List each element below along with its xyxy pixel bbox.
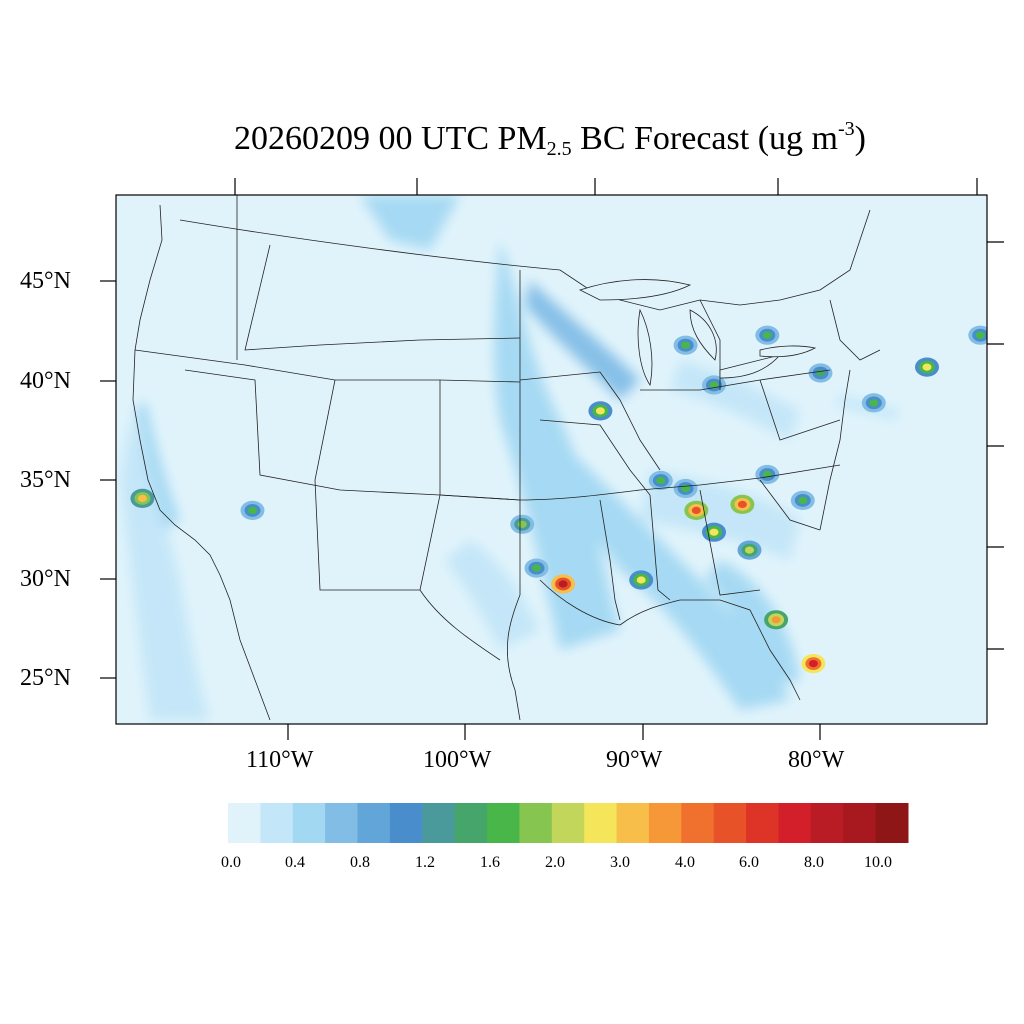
colorbar-label-2: 0.8 xyxy=(350,854,370,871)
hotspot-mark xyxy=(816,369,825,377)
colorbar-box xyxy=(843,803,877,843)
hotspot-mark xyxy=(922,363,932,371)
hotspot-mark xyxy=(62,223,78,236)
colorbar-box xyxy=(519,803,553,843)
map-border xyxy=(115,194,988,725)
hotspot-mark xyxy=(636,576,646,584)
colorbar-box xyxy=(778,803,812,843)
colorbar-box xyxy=(875,803,909,843)
lat-label-25: 25°N xyxy=(20,665,71,691)
colorbar-box xyxy=(422,803,456,843)
colorbar xyxy=(228,803,909,843)
colorbar-box xyxy=(648,803,682,843)
axis-ticks xyxy=(100,178,1004,740)
hotspot-mark xyxy=(517,520,527,528)
lat-label-40: 40°N xyxy=(20,368,71,394)
hotspot-mark xyxy=(681,341,691,349)
lon-label-100: 100°W xyxy=(423,747,492,773)
hotspot-mark xyxy=(709,381,719,389)
colorbar-box xyxy=(713,803,747,843)
colorbar-box xyxy=(746,803,779,843)
colorbar-box xyxy=(292,803,326,843)
lat-label-45: 45°N xyxy=(20,268,71,294)
colorbar-box xyxy=(260,803,294,843)
hotspot-mark xyxy=(59,415,83,434)
hotspot-mark xyxy=(63,418,79,431)
hotspot-mark xyxy=(737,500,747,508)
hotspot-mark xyxy=(656,476,666,485)
hotspot-mark xyxy=(808,660,818,668)
hotspot-mark xyxy=(88,397,97,404)
hotspot-mark xyxy=(771,616,781,624)
colorbar-box xyxy=(357,803,391,843)
colorbar-label-5: 2.0 xyxy=(545,854,565,871)
hotspot-mark xyxy=(532,564,541,572)
hotspot-mark xyxy=(65,226,74,233)
hotspot-mark xyxy=(798,496,808,504)
colorbar-box xyxy=(810,803,844,843)
colorbar-label-6: 3.0 xyxy=(610,854,630,871)
hotspot-mark xyxy=(709,528,719,536)
hotspot-mark xyxy=(248,506,257,514)
hotspot-mark xyxy=(691,506,701,514)
colorbar-label-1: 0.4 xyxy=(285,854,305,871)
colorbar-box xyxy=(584,803,618,843)
colorbar-box xyxy=(487,803,520,843)
lat-label-35: 35°N xyxy=(20,467,71,493)
colorbar-label-4: 1.6 xyxy=(480,854,500,871)
map-title: 20260209 00 UTC PM2.5 BC Forecast (ug m-… xyxy=(234,118,866,160)
great-lakes xyxy=(578,279,817,387)
colorbar-box xyxy=(454,803,488,843)
state-boundaries xyxy=(132,195,881,721)
hotspot-mark xyxy=(58,220,82,239)
hotspot-mark xyxy=(81,391,105,410)
hotspot-mark xyxy=(745,546,754,554)
hotspot-mark xyxy=(869,399,879,407)
colorbar-box xyxy=(325,803,359,843)
lon-label-80: 80°W xyxy=(788,747,845,773)
colorbar-label-9: 8.0 xyxy=(804,854,824,871)
colorbar-box xyxy=(616,803,650,843)
colorbar-box xyxy=(681,803,715,843)
colorbar-label-10: 10.0 xyxy=(864,854,892,871)
lat-label-30: 30°N xyxy=(20,566,71,592)
hotspot-mark xyxy=(137,494,147,502)
hotspot-mark xyxy=(85,395,101,408)
hotspot-mark xyxy=(595,407,605,415)
hotspot-mark xyxy=(975,331,985,339)
hotspot-mark xyxy=(558,580,568,588)
colorbar-box xyxy=(389,803,423,843)
lon-label-90: 90°W xyxy=(606,747,663,773)
hotspot-mark xyxy=(67,421,76,428)
colorbar-box xyxy=(228,803,261,843)
colorbar-box xyxy=(551,803,585,843)
lon-label-110: 110°W xyxy=(246,747,314,773)
colorbar-label-8: 6.0 xyxy=(739,854,759,871)
colorbar-label-3: 1.2 xyxy=(415,854,435,871)
hotspot-mark xyxy=(762,331,772,339)
colorbar-label-7: 4.0 xyxy=(675,854,695,871)
colorbar-label-0: 0.0 xyxy=(221,854,241,871)
